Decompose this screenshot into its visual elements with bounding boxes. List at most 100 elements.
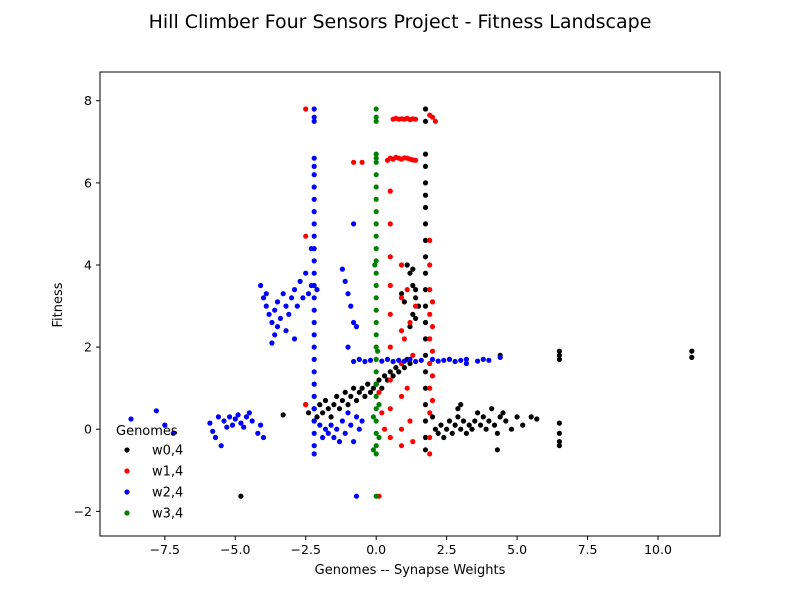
data-point bbox=[494, 447, 500, 453]
data-point bbox=[480, 356, 486, 362]
data-point bbox=[308, 246, 314, 252]
data-point bbox=[260, 295, 267, 301]
legend-label: w2,4 bbox=[152, 486, 183, 501]
data-point bbox=[359, 385, 365, 391]
data-point bbox=[351, 221, 357, 227]
data-point bbox=[373, 196, 379, 202]
data-point bbox=[410, 352, 416, 358]
data-point bbox=[373, 418, 379, 424]
data-point bbox=[128, 416, 134, 422]
data-point bbox=[362, 358, 368, 365]
data-point bbox=[238, 420, 244, 426]
data-point bbox=[387, 369, 393, 375]
data-point bbox=[463, 430, 469, 436]
data-point bbox=[311, 307, 317, 313]
data-point bbox=[356, 389, 362, 395]
data-point bbox=[311, 209, 317, 215]
data-point bbox=[311, 332, 317, 338]
data-point bbox=[534, 416, 540, 422]
data-point bbox=[328, 414, 334, 420]
data-point bbox=[463, 360, 469, 367]
data-point bbox=[429, 114, 436, 120]
data-point bbox=[373, 493, 379, 499]
data-point bbox=[311, 114, 317, 120]
data-point bbox=[373, 221, 379, 227]
data-point bbox=[379, 410, 385, 416]
data-point bbox=[497, 414, 503, 420]
data-point bbox=[404, 262, 410, 268]
data-point bbox=[407, 319, 413, 326]
data-point bbox=[689, 354, 695, 360]
data-point bbox=[435, 430, 441, 436]
x-tick-label: 7.5 bbox=[578, 542, 598, 557]
series-2 bbox=[128, 106, 503, 499]
data-point bbox=[376, 402, 382, 408]
data-point bbox=[260, 434, 267, 441]
data-point bbox=[311, 381, 317, 387]
data-point bbox=[235, 412, 241, 418]
data-point bbox=[314, 414, 320, 420]
data-point bbox=[289, 295, 295, 301]
data-point bbox=[348, 303, 354, 309]
data-point bbox=[376, 434, 382, 441]
data-point bbox=[365, 381, 371, 387]
y-tick-label: 2 bbox=[84, 340, 92, 355]
data-point bbox=[458, 357, 464, 363]
data-point bbox=[373, 393, 379, 399]
data-point bbox=[401, 336, 407, 342]
y-tick-label: −2 bbox=[74, 504, 92, 519]
data-point bbox=[508, 426, 515, 432]
data-point bbox=[314, 287, 320, 293]
data-point bbox=[556, 439, 563, 445]
data-point bbox=[455, 414, 461, 420]
data-point bbox=[317, 402, 323, 408]
x-tick-label: −5.0 bbox=[220, 542, 250, 557]
data-point bbox=[480, 414, 486, 420]
data-point bbox=[422, 447, 429, 453]
data-point bbox=[427, 237, 433, 243]
data-point bbox=[401, 358, 407, 364]
data-point bbox=[427, 262, 433, 268]
data-point bbox=[422, 385, 429, 391]
data-point bbox=[422, 151, 429, 157]
series-0 bbox=[238, 106, 695, 499]
data-point bbox=[422, 369, 429, 375]
data-point bbox=[311, 356, 317, 362]
data-point bbox=[376, 389, 382, 395]
data-point bbox=[413, 303, 419, 309]
data-point bbox=[353, 493, 360, 499]
data-point bbox=[422, 319, 429, 326]
data-point bbox=[269, 340, 275, 346]
data-point bbox=[410, 311, 416, 317]
series-3 bbox=[370, 106, 382, 499]
data-point bbox=[311, 443, 317, 449]
data-point bbox=[300, 295, 306, 301]
data-point bbox=[373, 114, 379, 120]
data-point bbox=[398, 295, 405, 301]
data-point bbox=[311, 172, 317, 178]
data-point bbox=[263, 291, 269, 297]
x-tick-label: 0.0 bbox=[366, 542, 386, 557]
data-point bbox=[348, 393, 354, 399]
data-point bbox=[373, 430, 379, 436]
data-point bbox=[370, 414, 376, 420]
data-point bbox=[373, 332, 379, 338]
data-point bbox=[379, 385, 385, 391]
data-point bbox=[422, 434, 429, 441]
data-point bbox=[422, 163, 429, 169]
data-point bbox=[218, 443, 224, 449]
data-point bbox=[373, 295, 379, 301]
data-point bbox=[345, 410, 351, 416]
data-point bbox=[322, 397, 329, 404]
data-point bbox=[227, 414, 233, 420]
data-point bbox=[255, 430, 261, 436]
data-point bbox=[170, 430, 176, 436]
data-point bbox=[311, 155, 317, 161]
data-point bbox=[401, 365, 407, 371]
data-point bbox=[455, 406, 461, 412]
data-point bbox=[303, 233, 309, 239]
data-point bbox=[398, 291, 405, 297]
data-point bbox=[382, 426, 388, 432]
data-point bbox=[410, 439, 416, 445]
data-point bbox=[311, 369, 317, 375]
